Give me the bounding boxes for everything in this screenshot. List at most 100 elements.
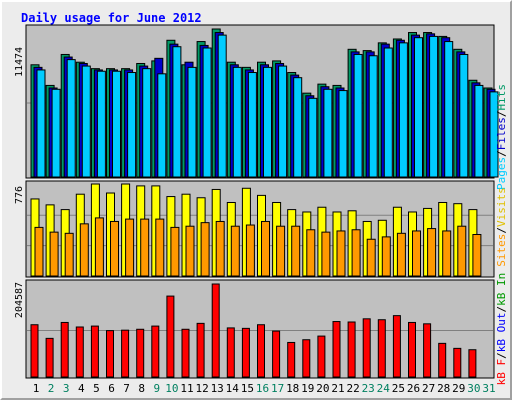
day-label: 1 bbox=[33, 382, 40, 395]
kbf-bar bbox=[30, 324, 39, 378]
pages-bar bbox=[51, 88, 61, 178]
kbf-bar bbox=[151, 325, 160, 378]
legend-pages: Pages bbox=[495, 157, 508, 190]
pages-bar bbox=[202, 47, 212, 178]
day-label: 17 bbox=[271, 382, 284, 395]
sites-bar bbox=[140, 218, 150, 277]
visits-panel-legend: Sites/Visits bbox=[495, 187, 508, 267]
sites-bar bbox=[49, 231, 59, 277]
pages-bar bbox=[142, 68, 152, 178]
kbf-bar bbox=[438, 342, 447, 378]
pages-bar bbox=[263, 66, 272, 178]
sites-bar bbox=[34, 226, 44, 277]
sites-bar bbox=[185, 225, 195, 277]
sites-bar bbox=[215, 220, 225, 277]
kbf-bar bbox=[408, 321, 416, 378]
kbytes-panel-legend: kB F/kB Out/kB In bbox=[495, 273, 508, 386]
day-label: 9 bbox=[153, 382, 160, 395]
kbf-bar bbox=[453, 347, 462, 378]
sites-bar bbox=[381, 236, 391, 277]
pages-bar bbox=[474, 84, 484, 178]
day-label: 30 bbox=[467, 382, 480, 395]
day-label: 29 bbox=[452, 382, 465, 395]
sites-bar bbox=[245, 224, 255, 277]
pages-bar bbox=[459, 53, 469, 178]
sites-bar bbox=[261, 220, 270, 277]
day-label: 5 bbox=[93, 382, 100, 395]
pages-bar bbox=[383, 47, 393, 178]
day-label: 12 bbox=[195, 382, 208, 395]
pages-bar bbox=[398, 42, 408, 178]
kbf-bar bbox=[75, 326, 84, 378]
legend-kbout: kB Out bbox=[495, 312, 508, 352]
pages-bar bbox=[444, 41, 454, 178]
sites-bar bbox=[79, 223, 89, 277]
day-label: 14 bbox=[226, 382, 240, 395]
sites-bar bbox=[125, 218, 135, 277]
sites-bar bbox=[366, 238, 376, 277]
kbf-bar bbox=[287, 341, 296, 378]
day-label: 4 bbox=[78, 382, 85, 395]
kbf-bar bbox=[347, 321, 356, 378]
pages-bar bbox=[308, 97, 318, 178]
hits-max-label: 11474 bbox=[14, 47, 25, 77]
pages-bar bbox=[247, 72, 257, 178]
kbf-bar bbox=[362, 318, 371, 378]
day-label: 26 bbox=[407, 382, 420, 395]
pages-bar bbox=[112, 70, 121, 178]
pages-bar bbox=[414, 37, 423, 178]
pages-bar bbox=[172, 46, 182, 178]
sites-bar bbox=[64, 232, 74, 277]
pages-bar bbox=[66, 59, 76, 178]
chart-title: Daily usage for June 2012 bbox=[21, 11, 202, 25]
pages-bar bbox=[36, 69, 46, 178]
sites-bar bbox=[200, 222, 210, 277]
day-label: 6 bbox=[108, 382, 115, 395]
day-label: 28 bbox=[437, 382, 450, 395]
day-label: 15 bbox=[241, 382, 254, 395]
kbf-bar bbox=[423, 323, 432, 378]
day-label: 31 bbox=[482, 382, 495, 395]
legend-kbf: kB F bbox=[495, 359, 508, 386]
sites-bar bbox=[291, 225, 301, 277]
day-label: 22 bbox=[346, 382, 359, 395]
kbf-bar bbox=[121, 329, 130, 378]
kbf-bar bbox=[166, 295, 175, 378]
daily-usage-chart: Daily usage for June 2012 11474 Pages/Fi… bbox=[14, 11, 508, 395]
day-label: 24 bbox=[377, 382, 391, 395]
kbf-bar bbox=[90, 325, 99, 378]
legend-hits: Hits bbox=[495, 84, 508, 111]
day-label: 23 bbox=[362, 382, 375, 395]
pages-bar bbox=[232, 66, 242, 178]
pages-bar bbox=[278, 65, 288, 178]
pages-bar bbox=[489, 91, 499, 178]
pages-bar bbox=[217, 34, 227, 178]
kbf-bar bbox=[377, 319, 386, 378]
pages-bar bbox=[293, 77, 303, 178]
kbf-bar bbox=[196, 322, 205, 378]
pages-bar bbox=[429, 35, 439, 178]
sites-bar bbox=[230, 225, 240, 277]
visits-bars bbox=[27, 183, 493, 277]
kbf-bar bbox=[45, 337, 54, 378]
day-label: 20 bbox=[316, 382, 329, 395]
day-label: 18 bbox=[286, 382, 299, 395]
sites-bar bbox=[110, 220, 119, 277]
sites-bar bbox=[94, 217, 104, 277]
day-label: 8 bbox=[138, 382, 145, 395]
day-axis-labels: 1 2 3 4 5 6 7 8 9 10 11 12 13 14 15 16 17 18 19 20 21 22 23 24 2… bbox=[33, 382, 496, 395]
sites-bar bbox=[427, 228, 437, 277]
kbf-bar bbox=[181, 328, 190, 378]
day-label: 21 bbox=[331, 382, 344, 395]
day-label: 3 bbox=[63, 382, 70, 395]
day-label: 16 bbox=[256, 382, 269, 395]
pages-bar bbox=[323, 88, 333, 178]
kbytes-max-label: 204587 bbox=[14, 282, 25, 318]
sites-bar bbox=[276, 225, 286, 277]
kbf-bar bbox=[211, 283, 220, 378]
pages-bar bbox=[81, 65, 91, 178]
sites-bar bbox=[155, 218, 165, 277]
day-label: 19 bbox=[301, 382, 314, 395]
legend-sep: / bbox=[495, 352, 508, 359]
legend-visits: Visits bbox=[495, 187, 508, 227]
